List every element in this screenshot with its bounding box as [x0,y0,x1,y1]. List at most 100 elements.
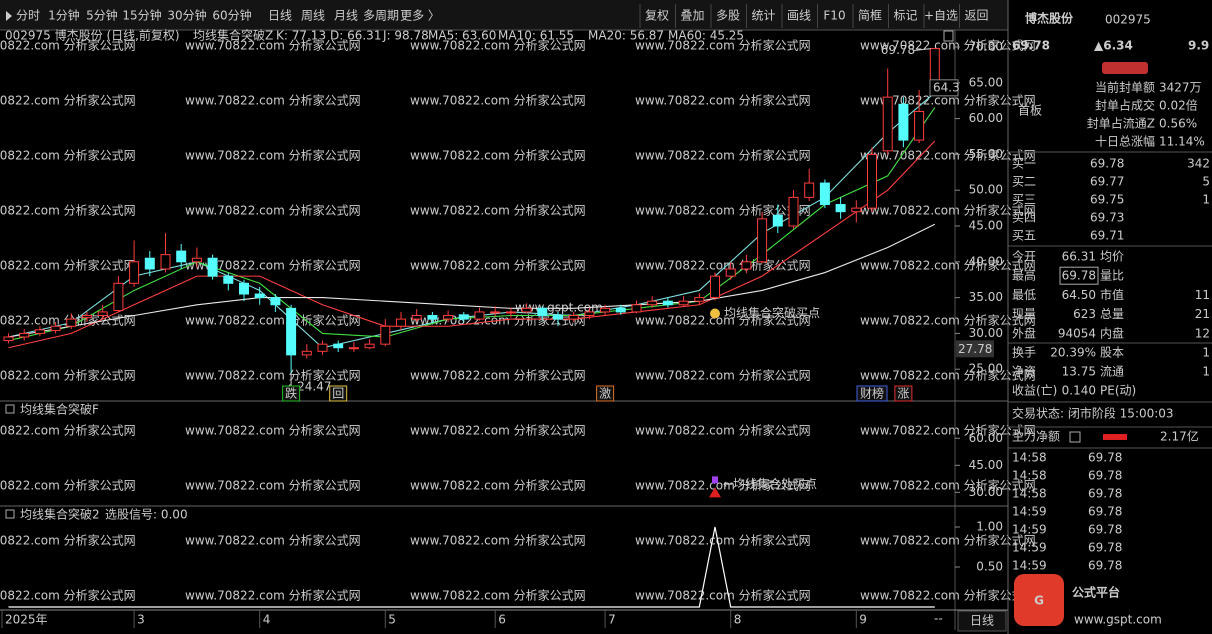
stat-value: 623 [1073,307,1096,321]
stat-label: 收益(亡) [1012,384,1057,398]
x-tick-label: 5 [388,613,396,627]
tick-time: 14:58 [1012,469,1047,483]
badge [894,385,913,402]
stat-value: 64.50 [1062,288,1096,302]
tool-button[interactable]: 简框 [858,9,882,23]
period-tab[interactable]: 5分钟 [86,8,118,23]
period-button-label[interactable]: 日线 [970,614,994,628]
period-tab[interactable]: 30分钟 [167,8,206,23]
tool-button[interactable]: 画线 [787,9,811,23]
candle-body [50,325,61,332]
candle-body [207,257,218,277]
watermark: www.70822.com 分析家公式网 [0,533,136,548]
candle-body [584,311,595,317]
bid-volume: 342 [1187,157,1210,171]
candle-body [490,311,501,314]
candle-body [505,311,516,314]
stock-code: 002975 [1105,13,1151,27]
watermark: www.70822.com 分析家公式网 [410,313,586,328]
period-tab[interactable]: 日线 [268,9,292,23]
tool-button[interactable]: F10 [823,9,845,23]
period-tab[interactable]: 分时 [16,9,40,23]
signal-label: ←均线集合处买点 [723,476,817,491]
period-tab[interactable]: 更多 〉 [400,9,440,23]
watermark: www.70822.com 分析家公式网 [0,588,136,603]
bid-volume: 1 [1202,193,1210,207]
period-tab[interactable]: 周线 [301,9,325,23]
watermark: www.70822.com 分析家公式网 [860,38,1036,53]
candle-body [600,307,611,313]
period-tab[interactable]: 15分钟 [122,8,161,23]
candle-body [647,300,658,306]
stat-value: 66.31 [1062,250,1096,264]
tool-button[interactable]: 叠加 [680,9,704,23]
watermark: www.70822.com 分析家公式网 [0,478,136,493]
candle-body [254,293,265,299]
stat-label: 外盘 [1012,325,1036,340]
period-tab[interactable]: 60分钟 [212,8,251,23]
indicator-value: MA20: 56.87 [588,29,664,43]
panel-icon [5,404,15,414]
candle-body [270,297,281,306]
stat-label: 净资 [1012,365,1036,379]
stat-value: 21 [1195,307,1210,321]
x-tick-label: 6 [498,613,506,627]
y-tick-label: 55.00 [969,147,1003,161]
collapse-button[interactable] [1102,62,1148,74]
candle-body [788,196,799,227]
period-tab[interactable]: 月线 [334,9,358,23]
y-tick-label: 0.50 [976,560,1003,574]
axis-corner: -- [934,612,943,626]
period-tab[interactable]: 多周期 [363,9,399,23]
badge-label: 回 [332,387,344,401]
candle-body [380,325,391,345]
tool-button[interactable]: 返回 [964,9,988,23]
tool-button[interactable]: 统计 [751,9,775,23]
price-label-box [956,340,994,358]
x-tick-label: 7 [608,613,616,627]
tool-button[interactable]: 复权 [645,9,669,23]
candle-body [631,304,642,313]
tool-button[interactable]: 标记 [893,9,917,23]
candle-body [427,315,438,320]
candle-body [301,350,312,356]
candle-body [725,268,736,277]
value-box [1059,266,1099,285]
candle-body [772,214,783,227]
logo-mark-bg [1014,574,1064,626]
indicator-value: J: 98.78 [382,29,429,43]
flow-value: 2.17亿 [1160,429,1199,444]
badge-label: 激 [599,387,611,401]
tool-button[interactable]: 多股 [716,9,740,23]
watermark: www.70822.com 分析家公式网 [185,533,361,548]
signal-marker [709,487,721,498]
period-button[interactable] [957,610,1007,632]
candle-body [835,204,846,213]
seal-label: 封单占流通Z [1087,116,1155,131]
watermark: www.70822.com 分析家公式网 [185,148,361,163]
tool-button[interactable]: +自选 [924,9,958,23]
ma-line [8,223,936,338]
seal-label: 十日总涨幅 [1095,134,1155,149]
tick-price: 69.78 [1088,451,1122,465]
watermark: www.70822.com 分析家公式网 [635,478,811,493]
y-tick-label: 60.00 [969,111,1003,125]
period-tab[interactable]: 1分钟 [48,8,80,23]
badge [282,385,301,402]
tick-time: 14:59 [1012,523,1047,537]
watermark: www.70822.com 分析家公式网 [635,203,811,218]
watermark: www.70822.com 分析家公式网 [410,258,586,273]
logo-mark: G [1034,594,1044,608]
stat-value: 69.78 [1062,269,1096,283]
y-tick-label: 50.00 [969,183,1003,197]
candle-body [317,343,328,352]
watermark: www.70822.com 分析家公式网 [635,423,811,438]
candle-body [898,103,909,141]
candle-body [521,307,532,313]
watermark: www.70822.com 分析家公式网 [860,533,1036,548]
candle-body [819,182,830,206]
tick-time: 14:59 [1012,559,1047,573]
watermark: www.70822.com 分析家公式网 [635,368,811,383]
stat-label: 最低 [1012,288,1036,302]
